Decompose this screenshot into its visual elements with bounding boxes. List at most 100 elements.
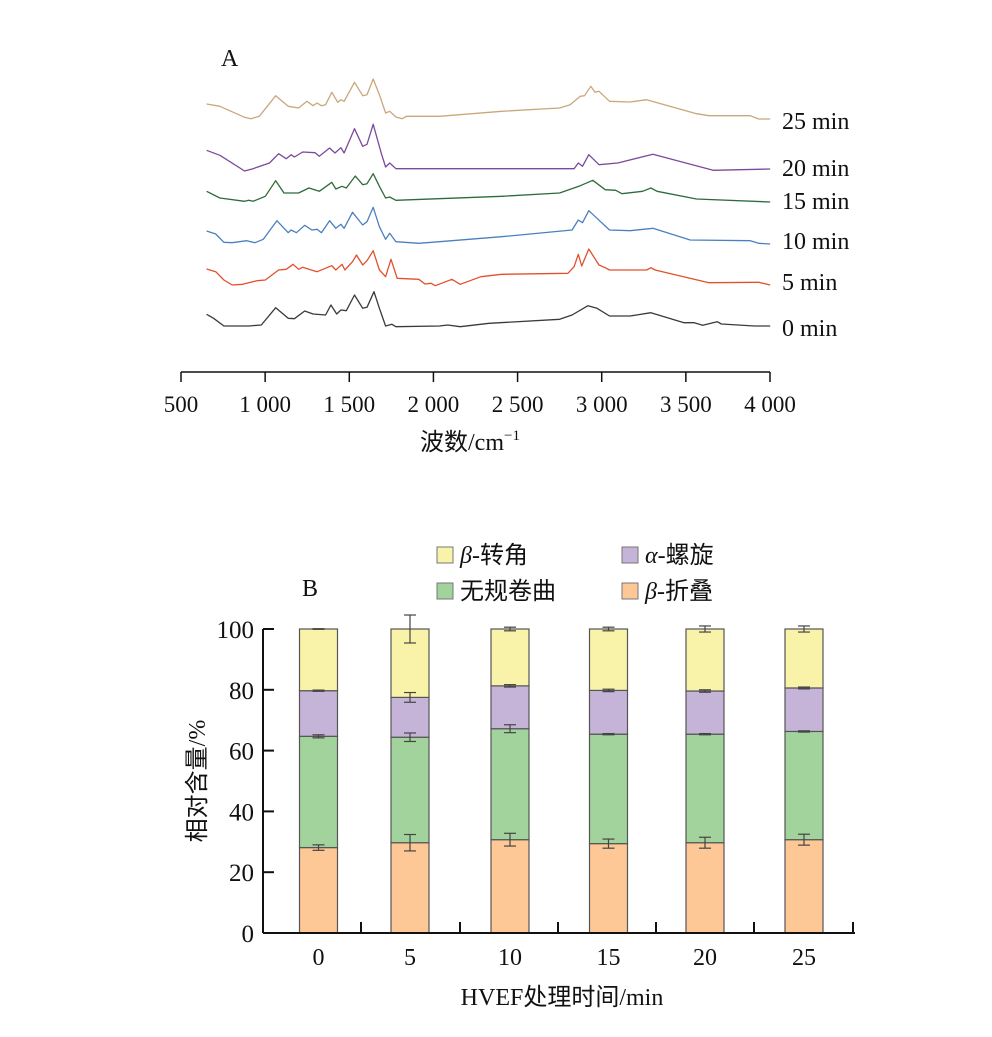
error-bar — [404, 732, 416, 743]
trace-label: 5 min — [782, 270, 837, 296]
x-tick-label: 5 — [404, 945, 416, 971]
bar-stack-0 — [298, 628, 339, 934]
bar-segment — [490, 685, 530, 730]
trace-label: 25 min — [782, 109, 849, 135]
y-tick-label: 100 — [217, 617, 255, 644]
error-bar — [504, 724, 516, 734]
bar-segment — [685, 690, 725, 735]
x-axis-title-main: 波数/cm — [420, 429, 504, 456]
spectrum-10-min — [206, 206, 771, 245]
error-bar — [699, 625, 711, 633]
bar-segment — [588, 689, 629, 735]
x-tick-label: 15 — [597, 945, 621, 971]
error-bar — [504, 684, 516, 688]
spectrum-5-min — [206, 248, 771, 287]
legend-swatch — [621, 546, 639, 564]
x-axis-ticks: 500 1 000 1 500 2 000 2 500 3 000 3 500 4 000 — [164, 372, 796, 417]
x-axis-ticks: 0 5 10 15 20 25 — [313, 922, 854, 971]
y-axis-title: 相对含量/% — [184, 720, 211, 843]
panel-label-a: A — [221, 46, 239, 72]
trace-labels: 0 min 5 min 10 min 15 min 20 min 25 min — [782, 109, 849, 342]
bar-segment — [390, 696, 430, 738]
trace-label: 15 min — [782, 189, 849, 215]
bar-segment — [390, 842, 430, 934]
spectrum-20-min — [206, 123, 771, 172]
error-bar — [602, 688, 615, 693]
x-tick-label: 3 500 — [660, 392, 712, 417]
spectrum-25-min — [206, 78, 771, 120]
error-bar — [699, 732, 711, 736]
legend-item: α-螺旋 — [621, 542, 714, 569]
panel-label-b: B — [302, 576, 318, 602]
x-tick-label: 500 — [164, 392, 199, 417]
error-bar — [504, 626, 516, 632]
spectra-traces — [206, 78, 771, 328]
bar-segment — [588, 843, 629, 934]
legend-label: α-螺旋 — [645, 542, 714, 569]
y-axis-ticks: 0 20 40 60 80 100 — [217, 617, 274, 948]
bar-segment — [588, 733, 629, 845]
x-tick-label: 20 — [693, 945, 717, 971]
bar-stack-10 — [490, 628, 530, 934]
bar-segment — [490, 628, 530, 687]
error-bar — [699, 836, 711, 849]
trace-label: 20 min — [782, 156, 849, 182]
bar-stack-25 — [784, 628, 824, 934]
error-bar — [504, 832, 516, 847]
x-tick-label: 3 000 — [576, 392, 628, 417]
error-bar — [312, 689, 325, 692]
legend-label: β-转角 — [459, 542, 528, 569]
y-tick-label: 40 — [229, 799, 254, 826]
x-tick-label: 0 — [313, 945, 325, 971]
bar-segment — [588, 628, 629, 692]
x-axis-title: HVEF处理时间/min — [461, 984, 664, 1011]
x-tick-label: 1 000 — [239, 392, 291, 417]
y-tick-label: 20 — [229, 860, 254, 887]
legend-swatch — [621, 582, 639, 600]
y-tick-label: 80 — [229, 678, 254, 705]
legend-item: 无规卷曲 — [436, 578, 556, 605]
bar-stack-5 — [390, 628, 430, 934]
error-bar — [798, 730, 810, 733]
bar-segment — [685, 733, 725, 844]
error-bar — [798, 625, 810, 633]
stacked-bars — [298, 628, 824, 934]
bar-segment — [298, 690, 339, 737]
error-bar — [404, 833, 416, 852]
bar-segment — [390, 736, 430, 844]
bar-segment — [784, 628, 824, 689]
bar-segment — [298, 846, 339, 934]
x-tick-label: 10 — [498, 945, 522, 971]
error-bar — [312, 628, 325, 630]
error-bar — [798, 686, 810, 690]
bar-segment — [685, 842, 725, 934]
y-tick-label: 0 — [242, 921, 255, 948]
error-bar — [312, 844, 325, 851]
y-tick-label: 60 — [229, 739, 254, 766]
bar-segment — [784, 687, 824, 733]
error-bar — [602, 626, 615, 632]
ftir-spectra-panel: A 0 min 5 min 10 min 15 min 20 min 25 min 500… — [164, 46, 850, 456]
error-bars — [312, 614, 810, 852]
bar-stack-15 — [588, 628, 629, 934]
error-bar — [312, 734, 325, 739]
legend-item: β-转角 — [436, 542, 528, 569]
x-axis-title-superscript: −1 — [504, 428, 520, 444]
spectrum-0-min — [206, 291, 771, 328]
legend-swatch — [436, 582, 454, 600]
x-tick-label: 1 500 — [323, 392, 375, 417]
bar-segment — [784, 730, 824, 841]
x-tick-label: 2 000 — [408, 392, 460, 417]
error-bar — [699, 689, 711, 693]
legend-swatch — [436, 546, 454, 564]
error-bar — [404, 691, 416, 703]
x-tick-label: 25 — [792, 945, 816, 971]
bar-segment — [490, 728, 530, 841]
legend-label: β-折叠 — [644, 578, 713, 605]
error-bar — [602, 732, 615, 736]
legend-item: β-折叠 — [621, 578, 713, 605]
x-tick-label: 2 500 — [492, 392, 544, 417]
